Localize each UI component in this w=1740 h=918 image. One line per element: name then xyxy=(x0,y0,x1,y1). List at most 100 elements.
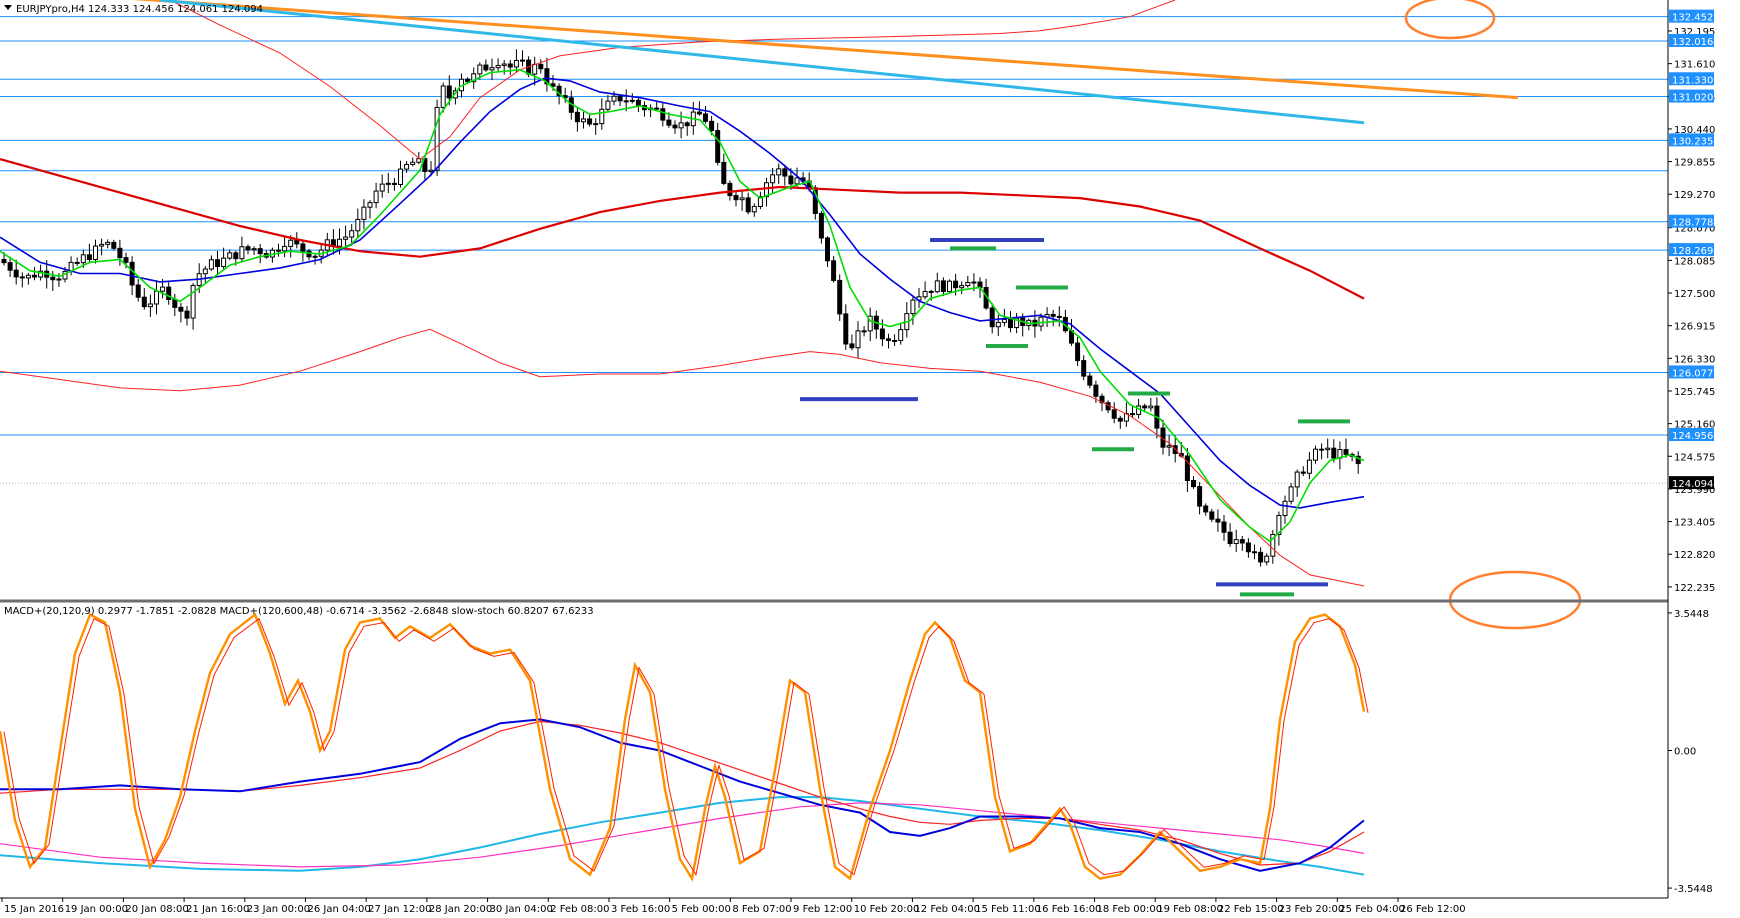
candle[interactable] xyxy=(1264,553,1270,566)
candle[interactable] xyxy=(452,87,458,105)
indicator-subwindow[interactable] xyxy=(0,612,1369,882)
candle[interactable] xyxy=(1050,309,1056,327)
candle[interactable] xyxy=(343,225,349,250)
candle[interactable] xyxy=(404,161,410,173)
candle[interactable] xyxy=(843,304,849,350)
candle[interactable] xyxy=(520,50,525,67)
candle[interactable] xyxy=(1227,523,1233,547)
candle[interactable] xyxy=(825,236,830,267)
candle[interactable] xyxy=(434,99,440,176)
candle[interactable] xyxy=(513,49,519,73)
candle[interactable] xyxy=(599,98,605,130)
candle[interactable] xyxy=(25,272,31,285)
candle[interactable] xyxy=(141,288,147,310)
candle[interactable] xyxy=(391,177,397,191)
candle[interactable] xyxy=(837,274,843,322)
candle[interactable] xyxy=(867,307,873,342)
envelope-upper-line[interactable] xyxy=(169,0,1176,160)
candle[interactable] xyxy=(489,58,495,81)
candle[interactable] xyxy=(19,272,25,288)
candle[interactable] xyxy=(617,94,623,107)
candle[interactable] xyxy=(483,59,489,72)
candle[interactable] xyxy=(782,164,788,186)
candle[interactable] xyxy=(1313,445,1318,464)
candle[interactable] xyxy=(379,174,385,198)
candle[interactable] xyxy=(1209,508,1215,523)
candle[interactable] xyxy=(727,180,733,201)
candle[interactable] xyxy=(385,172,391,194)
candle[interactable] xyxy=(886,333,891,349)
candle[interactable] xyxy=(154,280,159,315)
candle[interactable] xyxy=(1001,308,1007,327)
candle[interactable] xyxy=(1184,447,1190,492)
candle[interactable] xyxy=(873,310,879,339)
candle[interactable] xyxy=(1081,355,1087,381)
candle[interactable] xyxy=(1008,311,1013,333)
candle[interactable] xyxy=(934,272,940,294)
ma-slow-line[interactable] xyxy=(0,158,1365,300)
candle[interactable] xyxy=(495,58,501,73)
candle[interactable] xyxy=(221,247,227,271)
candle[interactable] xyxy=(831,255,837,283)
candle[interactable] xyxy=(947,279,952,294)
candle[interactable] xyxy=(715,122,721,166)
candle[interactable] xyxy=(282,237,288,258)
stoch-signal-line[interactable] xyxy=(3,617,1369,877)
candle[interactable] xyxy=(99,238,105,256)
macd-slow-signal-line[interactable] xyxy=(0,802,1365,868)
candle[interactable] xyxy=(1276,511,1282,546)
candle[interactable] xyxy=(410,157,416,167)
candle[interactable] xyxy=(849,334,855,351)
candle[interactable] xyxy=(642,101,647,117)
candle[interactable] xyxy=(1319,443,1325,460)
candle[interactable] xyxy=(1337,441,1343,470)
candle[interactable] xyxy=(257,244,263,264)
candle[interactable] xyxy=(989,303,995,334)
candle[interactable] xyxy=(910,295,916,325)
candle[interactable] xyxy=(904,302,910,338)
candle[interactable] xyxy=(574,106,580,132)
candle[interactable] xyxy=(1142,403,1148,411)
candle[interactable] xyxy=(922,281,928,300)
candle[interactable] xyxy=(861,326,867,337)
candle[interactable] xyxy=(855,321,861,359)
candle[interactable] xyxy=(635,97,641,113)
candle[interactable] xyxy=(312,254,318,265)
candle[interactable] xyxy=(1306,452,1312,480)
candle[interactable] xyxy=(940,277,946,297)
main-price-window[interactable] xyxy=(0,0,1668,630)
candle[interactable] xyxy=(1026,318,1032,331)
candle[interactable] xyxy=(300,241,306,262)
candle[interactable] xyxy=(86,243,92,264)
candle[interactable] xyxy=(739,190,745,211)
candle[interactable] xyxy=(538,59,544,74)
candle[interactable] xyxy=(93,239,98,264)
candle[interactable] xyxy=(1288,483,1294,505)
candle[interactable] xyxy=(184,305,190,326)
candle[interactable] xyxy=(367,200,373,219)
candle[interactable] xyxy=(306,248,312,261)
candle[interactable] xyxy=(1245,538,1251,558)
candle[interactable] xyxy=(190,282,196,330)
candle[interactable] xyxy=(1343,438,1349,458)
candle[interactable] xyxy=(355,208,361,238)
candle[interactable] xyxy=(147,294,153,317)
candle[interactable] xyxy=(135,278,141,302)
candle[interactable] xyxy=(1014,313,1020,334)
candle[interactable] xyxy=(1191,476,1196,489)
candle[interactable] xyxy=(74,257,80,266)
candle[interactable] xyxy=(32,266,37,281)
candle[interactable] xyxy=(672,120,678,134)
candle[interactable] xyxy=(1239,535,1245,551)
candle[interactable] xyxy=(587,113,593,127)
candle[interactable] xyxy=(111,239,117,251)
candle[interactable] xyxy=(733,191,739,207)
candle[interactable] xyxy=(1215,509,1221,532)
candle[interactable] xyxy=(1130,405,1135,418)
candle[interactable] xyxy=(1325,438,1331,459)
candle[interactable] xyxy=(1258,547,1264,567)
candle[interactable] xyxy=(581,111,586,129)
candle[interactable] xyxy=(1252,544,1257,560)
candle[interactable] xyxy=(898,322,904,345)
